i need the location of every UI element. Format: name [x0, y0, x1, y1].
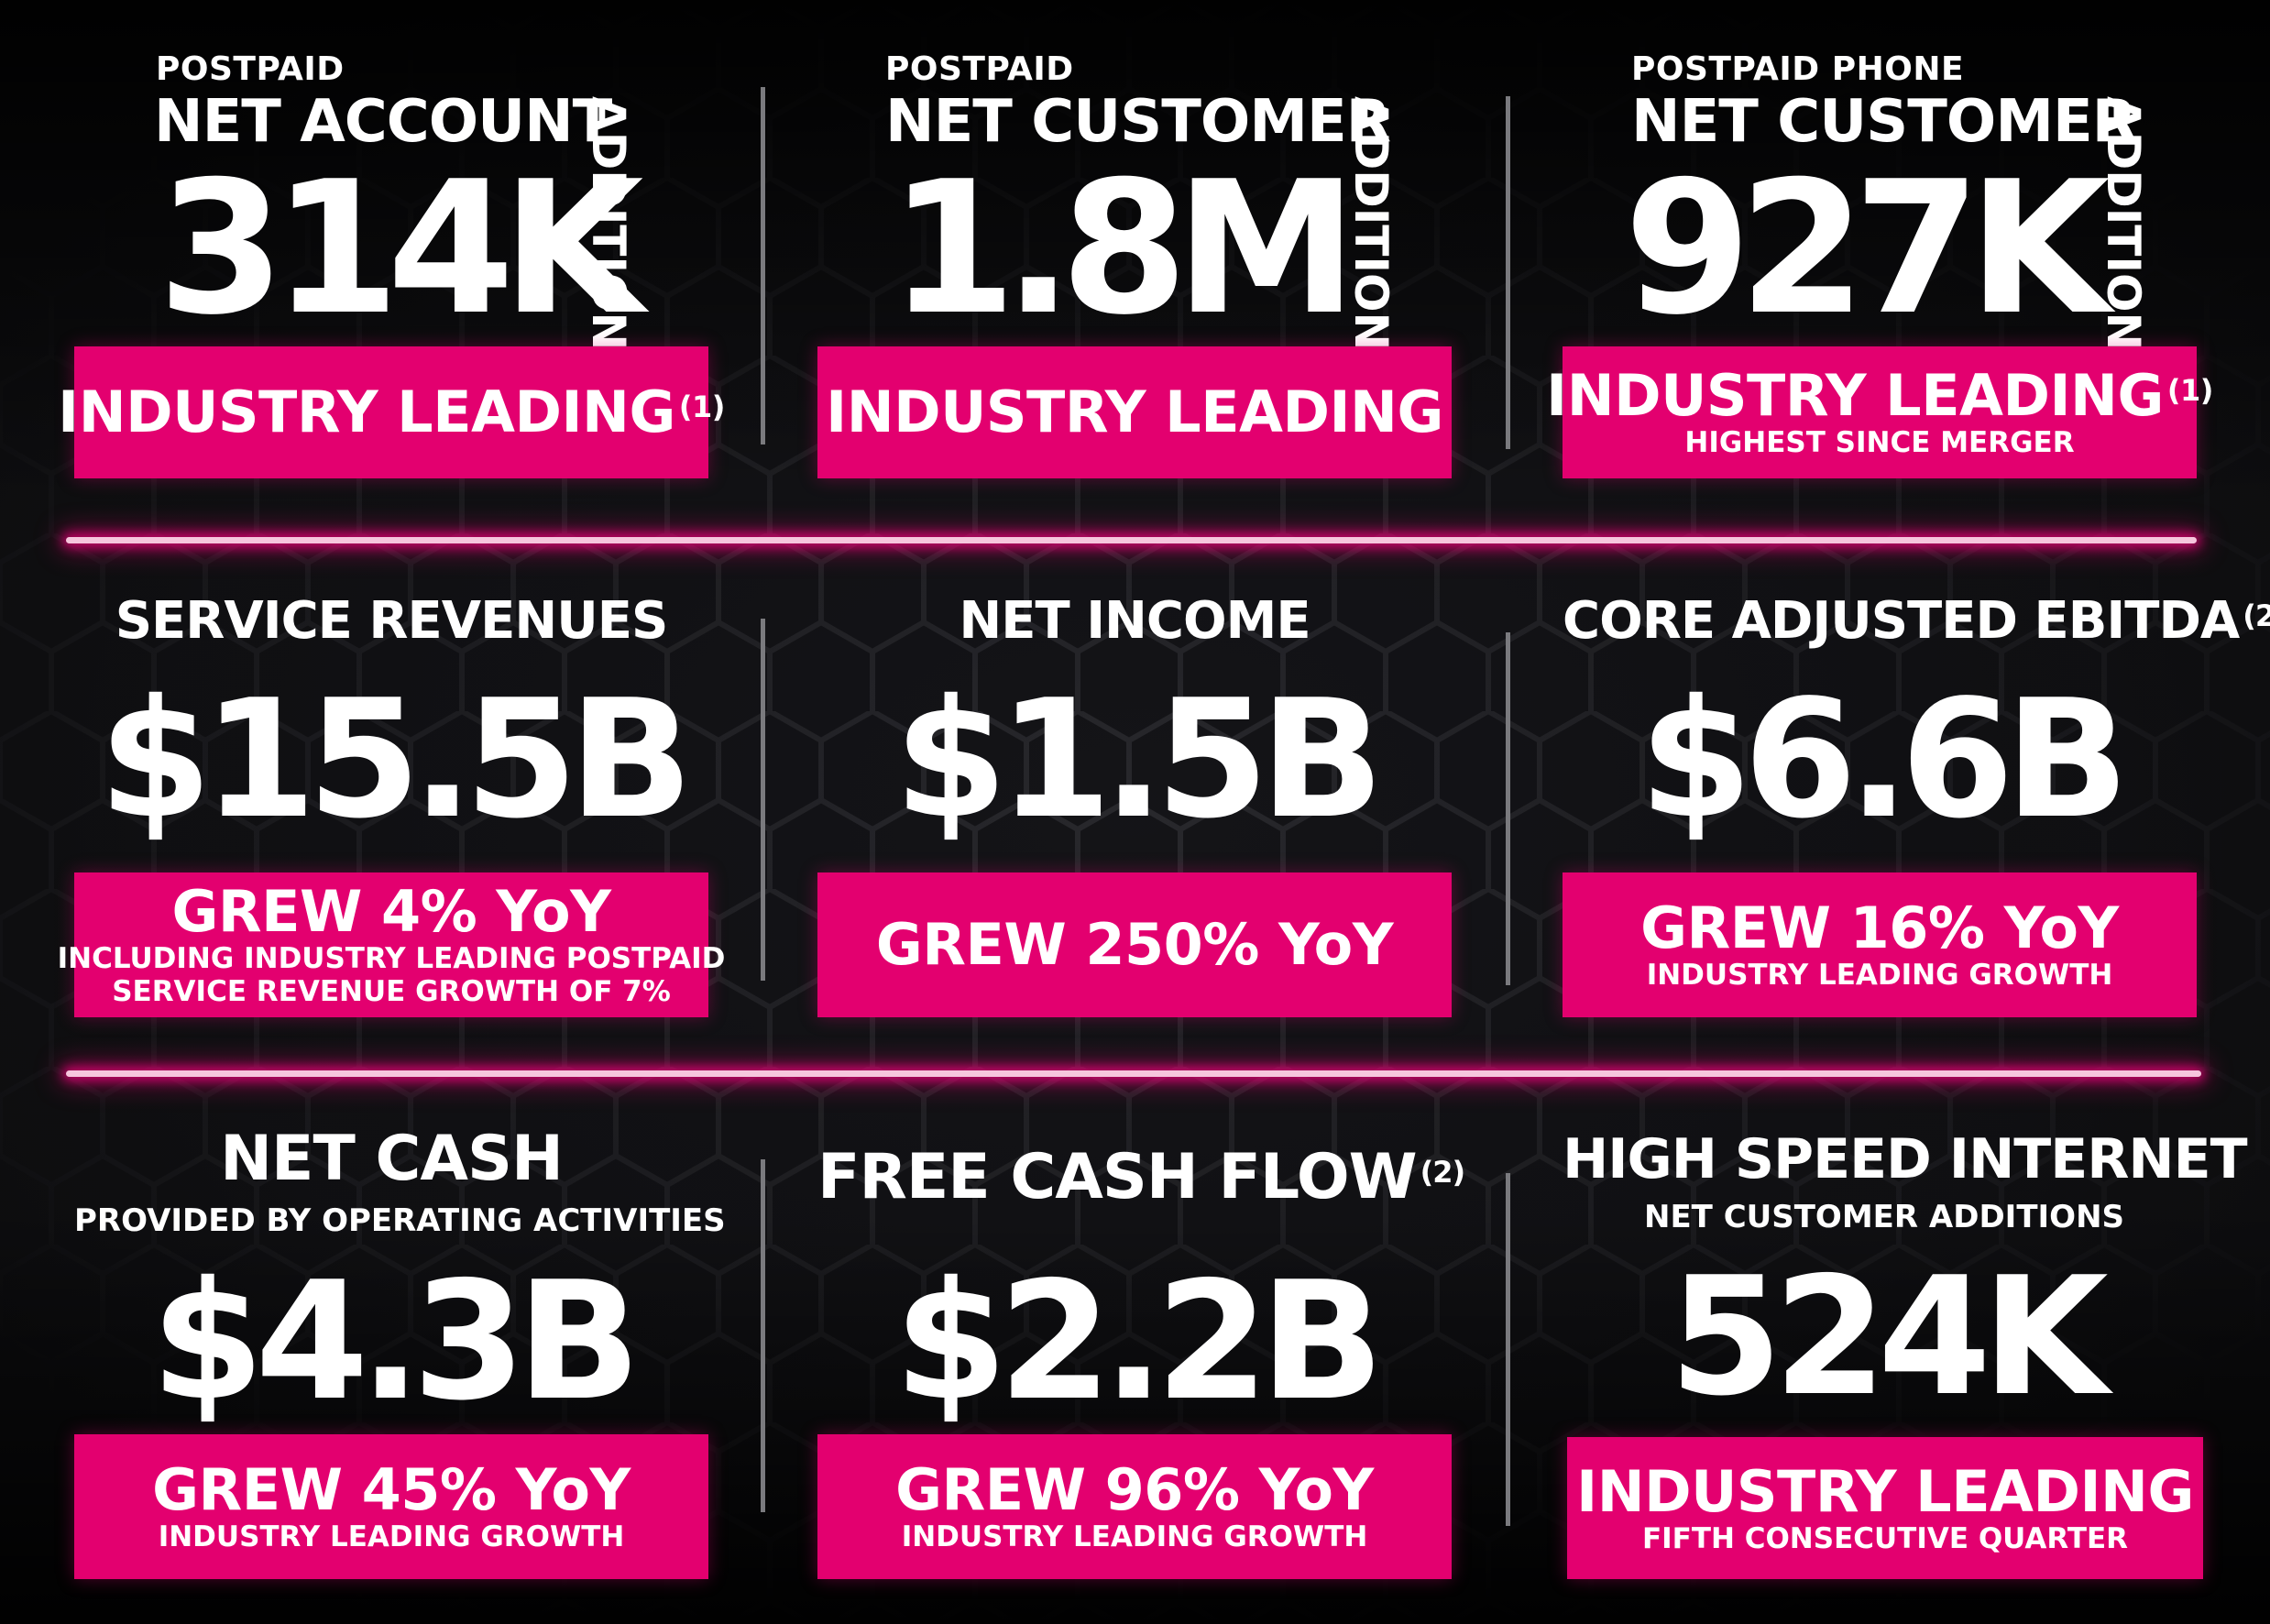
- metric-value: 927K: [1624, 142, 2110, 356]
- metric-highlight-box: INDUSTRY LEADING (1) HIGHEST SINCE MERGER: [1546, 346, 2213, 478]
- metric-highlight-box: GREW 16% YoY INDUSTRY LEADING GROWTH: [1563, 872, 2197, 1017]
- metric-value: $1.5B: [894, 664, 1385, 854]
- highlight-subtext: SERVICE REVENUE GROWTH OF 7%: [112, 975, 671, 1008]
- metric-title: CORE ADJUSTED EBITDA(2): [1563, 589, 2270, 653]
- vertical-divider: [1506, 96, 1510, 449]
- metric-title: NET CUSTOMER: [1631, 88, 2137, 156]
- highlight-text: INDUSTRY LEADING (1): [58, 379, 726, 445]
- metric-subtitle: PROVIDED BY OPERATING ACTIVITIES: [74, 1202, 726, 1239]
- vertical-divider: [1506, 1173, 1510, 1526]
- metric-title: HIGH SPEED INTERNET: [1563, 1127, 2248, 1191]
- metric-prefix: POSTPAID: [885, 50, 1074, 88]
- horizontal-glow-divider: [66, 537, 2197, 543]
- metric-value: $2.2B: [894, 1246, 1385, 1436]
- highlight-text: GREW 16% YoY: [1640, 894, 2119, 961]
- metric-highlight-box: GREW 45% YoY INDUSTRY LEADING GROWTH: [74, 1434, 708, 1579]
- highlight-text: INDUSTRY LEADING (1): [1546, 362, 2214, 429]
- metric-title: FREE CASH FLOW (2): [817, 1141, 1465, 1213]
- highlight-text: INDUSTRY LEADING: [826, 379, 1443, 445]
- metric-vertical-label: ADDITIONS: [1344, 96, 1398, 384]
- highlight-subtext: INDUSTRY LEADING GROWTH: [158, 1520, 625, 1553]
- metric-vertical-label: ADDITIONS: [582, 96, 635, 384]
- metric-highlight-box: GREW 96% YoY INDUSTRY LEADING GROWTH: [817, 1434, 1452, 1579]
- metric-subtitle: NET CUSTOMER ADDITIONS: [1643, 1199, 2125, 1235]
- metric-highlight-box: INDUSTRY LEADING FIFTH CONSECUTIVE QUART…: [1567, 1437, 2203, 1579]
- highlight-subtext: INDUSTRY LEADING GROWTH: [1646, 959, 2113, 992]
- metric-title: NET CUSTOMER: [885, 88, 1391, 156]
- metric-value: $6.6B: [1639, 664, 2130, 854]
- metric-highlight-box: INDUSTRY LEADING: [817, 346, 1452, 478]
- metric-vertical-label: ADDITIONS: [2097, 96, 2150, 384]
- metric-value: $15.5B: [98, 664, 694, 854]
- vertical-divider: [761, 619, 765, 981]
- highlight-text: GREW 45% YoY: [152, 1456, 631, 1523]
- footnote-marker: (2): [2243, 598, 2270, 633]
- highlight-text: GREW 96% YoY: [895, 1456, 1374, 1523]
- footnote-marker: (2): [1420, 1155, 1466, 1190]
- metric-value: 1.8M: [889, 142, 1357, 356]
- metric-highlight-box: GREW 4% YoY INCLUDING INDUSTRY LEADING P…: [58, 872, 725, 1017]
- metric-prefix: POSTPAID PHONE: [1631, 50, 1965, 88]
- metric-highlight-box: GREW 250% YoY: [817, 872, 1452, 1017]
- footnote-marker: (1): [678, 390, 726, 424]
- metric-prefix: POSTPAID: [156, 50, 345, 88]
- highlight-text: GREW 4% YoY: [171, 878, 612, 945]
- metric-title: NET ACCOUNT: [154, 88, 612, 156]
- highlight-text: GREW 250% YoY: [875, 911, 1394, 978]
- metric-highlight-box: INDUSTRY LEADING (1): [58, 346, 725, 478]
- highlight-subtext: HIGHEST SINCE MERGER: [1684, 426, 2075, 459]
- vertical-divider: [1506, 632, 1510, 985]
- highlight-subtext: INDUSTRY LEADING GROWTH: [901, 1520, 1368, 1553]
- metric-title: SERVICE REVENUES: [115, 591, 669, 651]
- metric-title: NET CASH: [220, 1123, 564, 1195]
- metric-value: $4.3B: [150, 1246, 642, 1436]
- footnote-marker: (1): [2166, 373, 2214, 408]
- horizontal-glow-divider: [66, 1070, 2201, 1077]
- metric-value: 314K: [158, 142, 643, 356]
- highlight-text: INDUSTRY LEADING: [1576, 1457, 2194, 1525]
- metric-value: 524K: [1669, 1242, 2109, 1432]
- highlight-subtext: FIFTH CONSECUTIVE QUARTER: [1641, 1521, 2129, 1555]
- metric-title: NET INCOME: [959, 591, 1310, 651]
- vertical-divider: [761, 1159, 765, 1512]
- vertical-divider: [761, 87, 765, 444]
- highlight-subtext: INCLUDING INDUSTRY LEADING POSTPAID: [57, 942, 726, 975]
